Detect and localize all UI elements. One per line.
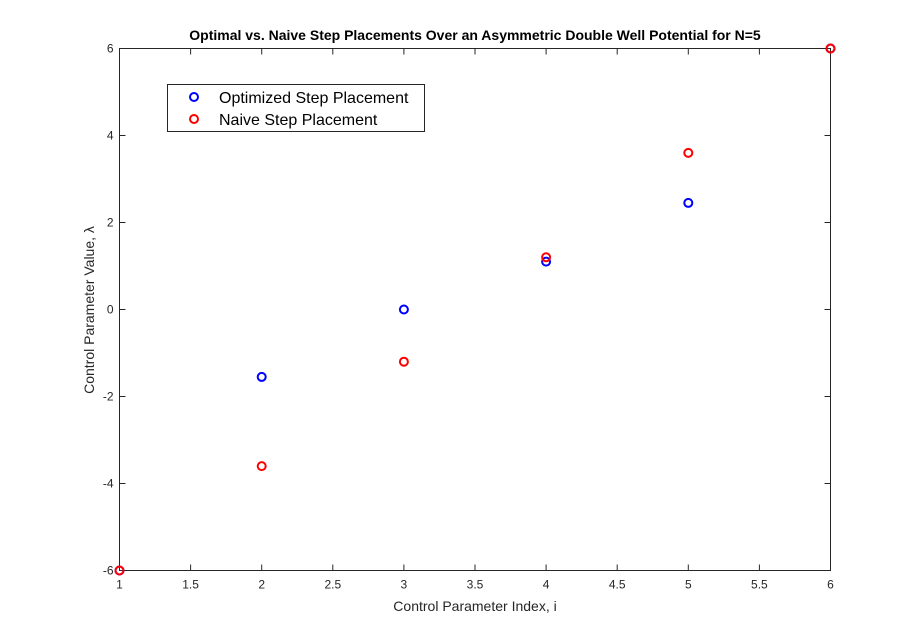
- data-point-naive: [541, 252, 552, 263]
- x-tick-label: 3.5: [467, 578, 484, 592]
- x-tick-label: 1.5: [182, 578, 199, 592]
- data-point-naive: [398, 356, 409, 367]
- x-tick-label: 4: [543, 578, 550, 592]
- chart-title: Optimal vs. Naive Step Placements Over a…: [189, 27, 761, 43]
- data-point-naive: [256, 461, 267, 472]
- data-point-naive: [114, 565, 125, 576]
- x-tick-label: 1: [116, 578, 123, 592]
- legend: Optimized Step Placement Naive Step Plac…: [167, 84, 425, 132]
- y-tick-label: 2: [107, 216, 114, 230]
- x-tick-label: 2.5: [324, 578, 341, 592]
- data-point-naive: [825, 43, 836, 54]
- data-point-naive: [683, 147, 694, 158]
- legend-box: [167, 84, 425, 132]
- y-tick-label: 4: [107, 129, 114, 143]
- data-points: [114, 43, 836, 576]
- y-tick-label: -4: [103, 477, 114, 491]
- x-tick-label: 5: [685, 578, 692, 592]
- x-tick-label: 4.5: [609, 578, 626, 592]
- legend-label-optimized: Optimized Step Placement: [219, 90, 409, 107]
- legend-marker-optimized: [189, 92, 199, 102]
- y-tick-label: -6: [103, 564, 114, 578]
- x-tick-label: 2: [258, 578, 265, 592]
- y-axis-label: Control Parameter Value, λ: [81, 226, 97, 394]
- data-point-optimized: [256, 371, 267, 382]
- y-tick-label: 6: [107, 42, 114, 56]
- x-axis-label: Control Parameter Index, i: [393, 598, 556, 614]
- data-point-optimized: [398, 304, 409, 315]
- data-point-optimized: [541, 256, 552, 267]
- x-tick-label: 6: [827, 578, 834, 592]
- legend-label-naive: Naive Step Placement: [219, 112, 378, 129]
- y-tick-label: -2: [103, 390, 114, 404]
- x-tick-label: 3: [401, 578, 408, 592]
- x-axis-ticks: 1 1.5 2 2.5 3 3.5 4 4.5 5 5.5 6: [116, 48, 834, 592]
- x-tick-label: 5.5: [751, 578, 768, 592]
- y-axis-ticks: -6 -4 -2 0 2 4 6: [103, 42, 831, 578]
- y-tick-label: 0: [107, 303, 114, 317]
- plot-area: [119, 48, 831, 571]
- data-point-optimized: [683, 197, 694, 208]
- legend-marker-naive: [189, 114, 199, 124]
